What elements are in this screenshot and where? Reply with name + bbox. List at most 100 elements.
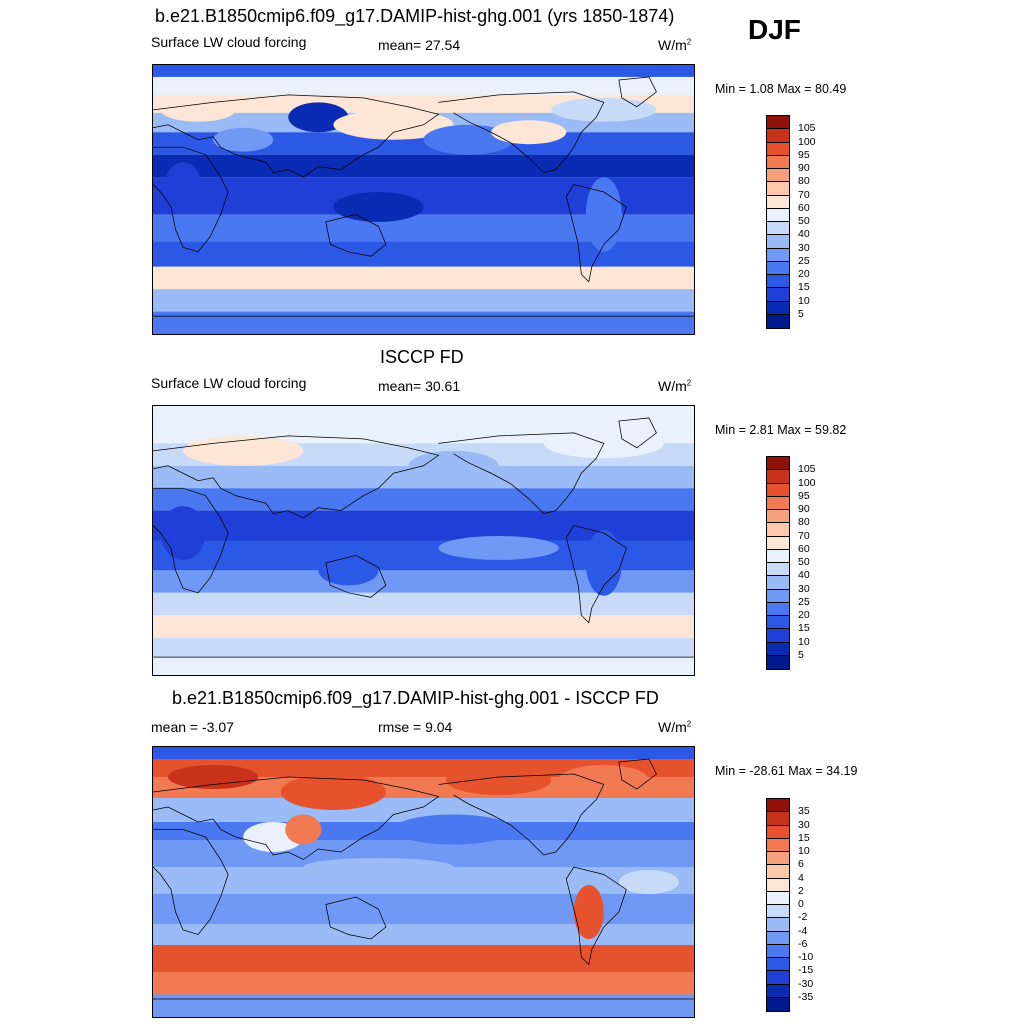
field-region	[558, 765, 649, 795]
panel3-units: W/m2	[658, 719, 692, 735]
colorbar-tick-label: 30	[798, 582, 810, 595]
colorbar-box	[767, 958, 789, 972]
colorbar-tick-label: -35	[798, 990, 814, 1003]
coastline	[153, 94, 440, 178]
panel2-mean: mean= 30.61	[378, 378, 461, 394]
coastline	[325, 555, 387, 598]
field-band	[153, 592, 694, 616]
colorbar-box	[767, 301, 789, 315]
colorbar-box	[767, 838, 789, 852]
panel2-minmax: Min = 2.81 Max = 59.82	[715, 423, 847, 437]
colorbar-tick-label: 100	[798, 135, 816, 148]
colorbar-tick-label: 15	[798, 831, 810, 844]
colorbar-box	[767, 182, 789, 196]
colorbar-box	[767, 576, 789, 590]
colorbar-tick-label: 5	[798, 307, 804, 320]
coastline	[153, 146, 229, 253]
colorbar-tick-label: 30	[798, 818, 810, 831]
field-region	[318, 555, 379, 586]
colorbar-tick-label: 80	[798, 516, 810, 529]
panel1-units: W/m2	[658, 37, 692, 53]
colorbar-tick-label: 25	[798, 254, 810, 267]
colorbar-tick-label: 100	[798, 476, 816, 489]
colorbar-box	[767, 169, 789, 183]
season-label: DJF	[748, 14, 801, 45]
colorbar-tick-label: 95	[798, 148, 810, 161]
colorbar-box	[767, 825, 789, 839]
colorbar-box	[767, 944, 789, 958]
colorbar-tick-label: 6	[798, 858, 804, 871]
colorbar-tick-label: 50	[798, 556, 810, 568]
colorbar-tick-label: 90	[798, 503, 810, 515]
coastline	[618, 758, 657, 790]
coastline	[325, 896, 387, 940]
colorbar-box	[767, 235, 789, 249]
coastline	[565, 184, 627, 283]
field-band	[153, 289, 694, 312]
panel2-variable: Surface LW cloud forcing	[151, 375, 307, 391]
field-band	[153, 637, 694, 658]
coastline	[153, 776, 440, 860]
colorbar-box	[767, 248, 789, 262]
colorbar-box	[767, 997, 789, 1011]
field-region	[165, 162, 202, 207]
panel2-map	[152, 405, 695, 676]
colorbar-tick-label: -2	[798, 911, 808, 924]
field-band	[153, 994, 694, 1017]
colorbar-tick-label: -30	[798, 977, 814, 990]
colorbar-box	[767, 261, 789, 275]
colorbar-box	[767, 563, 789, 577]
field-region	[585, 177, 622, 252]
coastline	[438, 773, 605, 856]
colorbar-tick-label: 25	[798, 595, 810, 608]
colorbar-box	[767, 812, 789, 826]
field-region	[303, 858, 454, 876]
colorbar-box	[767, 971, 789, 985]
panel3-title: b.e21.B1850cmip6.f09_g17.DAMIP-hist-ghg.…	[172, 688, 659, 708]
colorbar-tick-label: 40	[798, 228, 810, 241]
colorbar-box	[767, 616, 789, 630]
field-band	[153, 406, 694, 421]
coastline	[618, 76, 657, 108]
coastline	[438, 432, 605, 515]
panel2-units: W/m2	[658, 378, 692, 394]
colorbar-tick-label: 2	[798, 884, 804, 897]
field-band	[153, 76, 694, 95]
coastline	[565, 525, 627, 624]
colorbar-tick-label: 60	[798, 201, 810, 214]
field-band	[153, 266, 694, 290]
colorbar-tick-label: 0	[798, 898, 804, 910]
colorbar-tick-label: 30	[798, 241, 810, 254]
colorbar-box	[767, 655, 789, 669]
colorbar-tick-label: 50	[798, 215, 810, 227]
colorbar-box	[767, 931, 789, 945]
coastline	[153, 829, 229, 935]
coastline	[325, 214, 387, 257]
colorbar-box	[767, 852, 789, 866]
field-region	[213, 127, 274, 152]
field-region	[408, 450, 499, 481]
colorbar-box	[767, 288, 789, 302]
colorbar-box	[767, 208, 789, 222]
field-region	[160, 97, 236, 122]
colorbar-box	[767, 116, 789, 130]
field-region	[438, 536, 559, 560]
field-band	[153, 154, 694, 178]
colorbar-box	[767, 195, 789, 209]
panel1-colorbar	[766, 115, 790, 329]
colorbar-tick-label: 60	[798, 542, 810, 555]
colorbar-box	[767, 314, 789, 328]
colorbar-box	[767, 470, 789, 484]
panel1-mean: mean= 27.54	[378, 37, 461, 53]
colorbar-box	[767, 905, 789, 919]
colorbar-box	[767, 865, 789, 879]
colorbar-tick-label: 20	[798, 268, 810, 280]
colorbar-box	[767, 457, 789, 471]
colorbar-tick-label: -15	[798, 964, 814, 977]
colorbar-box	[767, 918, 789, 932]
coastline	[438, 91, 605, 174]
colorbar-tick-label: -6	[798, 937, 808, 950]
field-band	[153, 65, 694, 77]
panel1-map	[152, 64, 695, 335]
colorbar-box	[767, 549, 789, 563]
